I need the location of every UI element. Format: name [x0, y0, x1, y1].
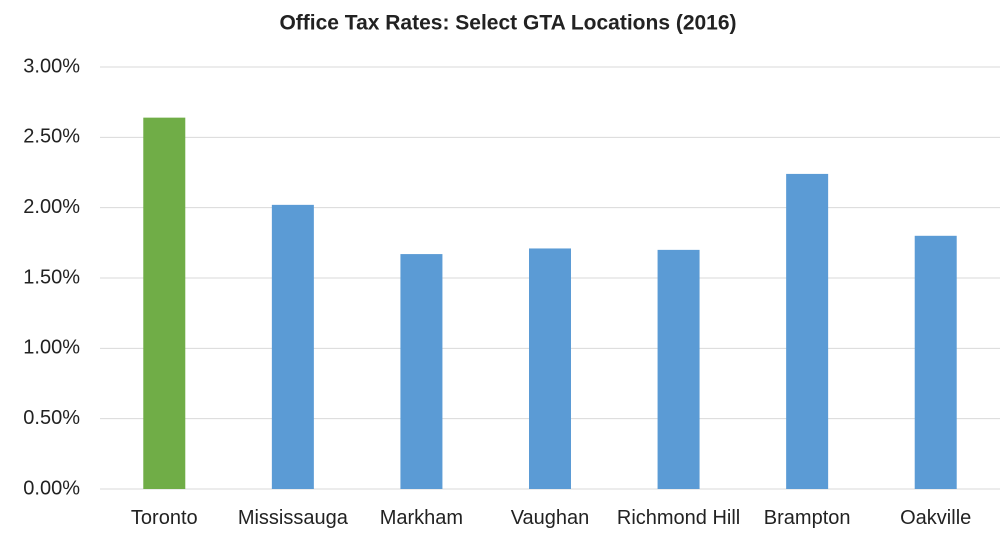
- x-tick-label: Oakville: [900, 507, 972, 529]
- bar: [657, 249, 700, 489]
- y-tick-label: 3.00%: [23, 55, 80, 77]
- bar: [400, 254, 443, 489]
- bar: [271, 204, 314, 489]
- x-tick-label: Mississauga: [237, 507, 348, 529]
- x-tick-label: Richmond Hill: [616, 507, 741, 529]
- x-tick-label: Toronto: [130, 507, 198, 529]
- y-tick-label: 0.00%: [23, 477, 80, 499]
- y-tick-label: 2.00%: [23, 196, 80, 218]
- bar: [529, 248, 571, 489]
- bar: [914, 235, 957, 489]
- bar: [786, 173, 829, 489]
- y-tick-label: 2.50%: [23, 126, 80, 148]
- y-tick-label: 0.50%: [23, 407, 80, 429]
- bar: [143, 117, 186, 489]
- x-tick-label: Markham: [379, 507, 464, 529]
- x-tick-label: Brampton: [763, 507, 851, 529]
- y-tick-label: 1.00%: [23, 337, 80, 359]
- y-tick-label: 1.50%: [23, 266, 80, 288]
- chart-title: Office Tax Rates: Select GTA Locations (…: [279, 12, 736, 35]
- x-tick-label: Vaughan: [510, 507, 590, 529]
